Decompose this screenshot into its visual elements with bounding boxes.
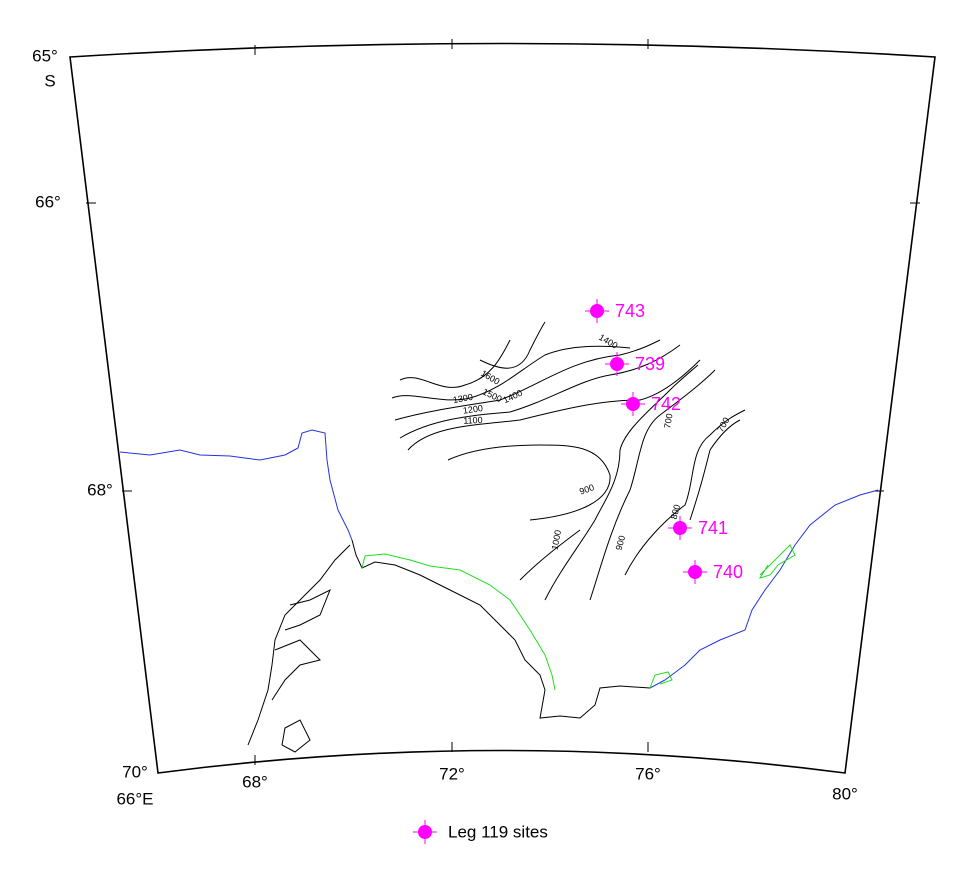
site-label: 739 — [635, 354, 665, 374]
contour-label: 1600 — [479, 368, 501, 387]
longitude-label: 80° — [832, 784, 858, 803]
legend-label: Leg 119 sites — [448, 822, 548, 841]
site-marker — [673, 521, 687, 535]
contour-label: 800 — [669, 503, 683, 520]
longitude-label: 72° — [439, 764, 465, 783]
latitude-label: 70° — [122, 762, 148, 781]
coastline — [119, 429, 879, 753]
site-marker — [610, 357, 624, 371]
site-label: 741 — [698, 518, 728, 538]
contour-label: 1000 — [550, 529, 563, 550]
latitude-label: 68° — [87, 480, 113, 499]
latitude-label: 65° — [32, 46, 58, 65]
site-marker — [590, 304, 604, 318]
site-marker — [688, 565, 702, 579]
latitude-label: 66° — [35, 192, 61, 211]
site-label: 742 — [651, 394, 681, 414]
contour-label: 1100 — [463, 415, 483, 426]
longitude-label: 68° — [242, 772, 268, 791]
contour-label: 900 — [614, 534, 628, 551]
latitude-label: S — [44, 71, 55, 90]
contour-label: 1400 — [597, 332, 619, 351]
contours — [391, 321, 746, 601]
contour-label: 1400 — [502, 388, 524, 406]
frame-ticks — [86, 39, 920, 765]
site-label: 740 — [713, 562, 743, 582]
contour-label: 1300 — [452, 392, 473, 405]
site-marker — [626, 397, 640, 411]
contour-label: 900 — [578, 482, 596, 497]
longitude-label: 66°E — [116, 789, 153, 808]
legend-marker — [418, 825, 432, 839]
site-label: 743 — [615, 301, 645, 321]
contour-label: 1200 — [462, 403, 483, 416]
map-frame — [69, 42, 936, 774]
contour-label: 700 — [662, 413, 674, 430]
longitude-label: 76° — [635, 764, 661, 783]
